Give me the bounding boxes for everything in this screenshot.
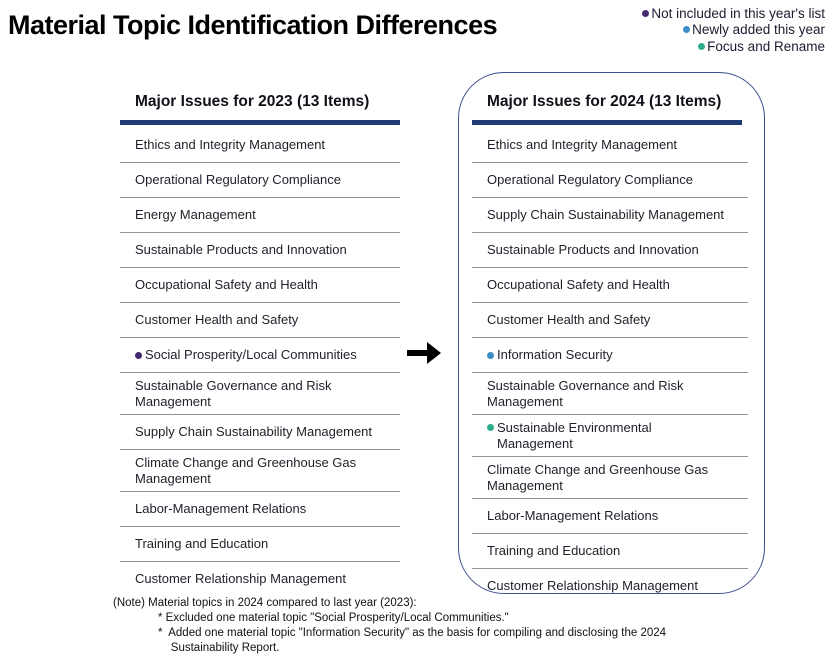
column-2024-list: Ethics and Integrity Management Operatio… [472,128,748,603]
column-2024-border-box [458,72,765,594]
list-item: Customer Health and Safety [472,303,748,338]
list-item: Sustainable Products and Innovation [472,233,748,268]
list-item-focus: Sustainable Environmental Management [472,415,748,457]
column-2024: Major Issues for 2024 (13 Items) Ethics … [472,92,748,603]
list-item: Sustainable Governance and Risk Manageme… [472,373,748,415]
list-item: Occupational Safety and Health [120,268,400,303]
list-item: Sustainable Governance and Risk Manageme… [120,373,400,415]
list-item: Customer Health and Safety [120,303,400,338]
list-item: Training and Education [120,527,400,562]
column-2023-header-rule [120,120,400,125]
footnotes: (Note) Material topics in 2024 compared … [113,596,666,656]
list-item: Customer Relationship Management [487,578,698,593]
column-2023: Major Issues for 2023 (13 Items) Ethics … [120,92,400,596]
focus-bullet-icon [487,424,494,431]
list-item-added: Information Security [472,338,748,373]
footnote-item: * Excluded one material topic "Social Pr… [158,612,509,624]
list-item: Ethics and Integrity Management [120,128,400,163]
list-item: Climate Change and Greenhouse Gas Manage… [120,450,400,492]
list-item: Training and Education [472,534,748,569]
legend-label: Newly added this year [692,22,825,38]
list-item-excluded: Social Prosperity/Local Communities [120,338,400,373]
legend-label: Focus and Rename [707,38,825,54]
list-item: Customer Relationship Management [135,571,346,586]
legend-label: Not included in this year's list [651,5,825,21]
column-2024-header-rule [472,120,742,125]
list-item: Ethics and Integrity Management [472,128,748,163]
list-item: Supply Chain Sustainability Management [472,198,748,233]
legend-added-bullet-icon [683,26,691,34]
list-item: Operational Regulatory Compliance [472,163,748,198]
column-2023-header: Major Issues for 2023 (13 Items) [135,93,370,110]
list-item: Sustainable Products and Innovation [120,233,400,268]
list-item: Supply Chain Sustainability Management [120,415,400,450]
legend-item-focus: Focus and Rename [642,38,825,55]
legend-item-added: Newly added this year [642,22,825,39]
excluded-bullet-icon [135,351,142,359]
footnote-intro: (Note) Material topics in 2024 compared … [113,597,417,609]
legend-item-excluded: Not included in this year's list [642,5,825,22]
page-title: Material Topic Identification Difference… [8,10,498,40]
list-item: Climate Change and Greenhouse Gas Manage… [472,457,748,499]
column-2024-header: Major Issues for 2024 (13 Items) [487,93,722,110]
added-bullet-icon [487,351,494,359]
list-item: Labor-Management Relations [472,499,748,534]
list-item: Occupational Safety and Health [472,268,748,303]
list-item: Operational Regulatory Compliance [120,163,400,198]
legend-focus-bullet-icon [698,42,706,50]
legend-excluded-bullet-icon [642,9,650,17]
legend: Not included in this year's list Newly a… [642,5,825,55]
column-2023-list: Ethics and Integrity Management Operatio… [120,128,400,596]
list-item: Energy Management [120,198,400,233]
footnote-item: * Added one material topic "Information … [158,627,667,654]
right-arrow-icon [407,342,441,364]
list-item: Labor-Management Relations [120,492,400,527]
